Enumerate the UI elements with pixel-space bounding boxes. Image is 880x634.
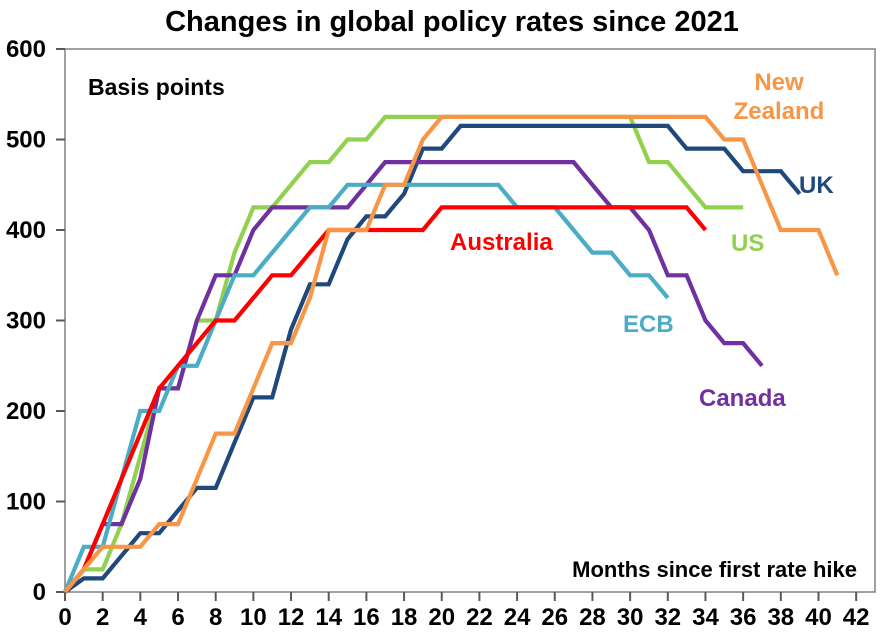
series-label-ecb: ECB (623, 311, 674, 338)
y-axis: 0 100 200 300 400 500 600 (6, 36, 65, 606)
x-tick-label-32: 32 (654, 604, 681, 631)
x-tick-label-10: 10 (240, 604, 267, 631)
y-tick-label-0: 0 (33, 579, 46, 606)
x-tick-label-18: 18 (391, 604, 418, 631)
series-line-australia (63, 205, 708, 594)
x-tick-label-30: 30 (617, 604, 644, 631)
x-tick-label-0: 0 (58, 604, 71, 631)
series-label-uk: UK (799, 172, 834, 199)
series-line-new-zealand (63, 114, 840, 594)
x-tick-label-40: 40 (805, 604, 832, 631)
series-label-australia: Australia (450, 229, 553, 256)
y-tick-label-500: 500 (6, 127, 46, 154)
x-tick-label-12: 12 (278, 604, 305, 631)
y-tick-label-600: 600 (6, 36, 46, 63)
x-tick-label-28: 28 (579, 604, 606, 631)
series-label-canada: Canada (699, 385, 786, 412)
x-tick-label-24: 24 (504, 604, 531, 631)
y-tick-label-300: 300 (6, 308, 46, 335)
y-tick-label-100: 100 (6, 489, 46, 516)
x-tick-label-22: 22 (466, 604, 493, 631)
series-line-ecb (63, 182, 670, 593)
series-label-new-zealand-line-1: New (754, 69, 804, 96)
x-tick-label-36: 36 (730, 604, 757, 631)
x-axis: 0 2 4 6 8 10 12 14 16 18 20 22 24 26 28 30 32 34 36 38 40 42 (58, 592, 870, 631)
series-lines (63, 114, 840, 594)
x-tick-label-42: 42 (843, 604, 870, 631)
x-tick-label-38: 38 (767, 604, 794, 631)
x-tick-label-26: 26 (541, 604, 568, 631)
plot-border (64, 48, 876, 593)
y-axis-unit-annotation: Basis points (88, 74, 225, 100)
x-tick-label-20: 20 (428, 604, 455, 631)
x-tick-label-6: 6 (171, 604, 184, 631)
plot-frame (64, 48, 876, 593)
x-tick-label-34: 34 (692, 604, 719, 631)
chart-title: Changes in global policy rates since 202… (165, 6, 739, 38)
series-label-us: US (731, 230, 764, 257)
series-label-new-zealand-line-2: Zealand (734, 98, 825, 125)
series-line-us (63, 114, 744, 594)
y-tick-label-200: 200 (6, 398, 46, 425)
x-tick-label-4: 4 (134, 604, 148, 631)
x-tick-label-14: 14 (315, 604, 342, 631)
x-tick-label-2: 2 (96, 604, 109, 631)
x-tick-label-16: 16 (353, 604, 380, 631)
x-axis-title-annotation: Months since first rate hike (572, 557, 857, 582)
y-tick-label-400: 400 (6, 217, 46, 244)
x-tick-label-8: 8 (209, 604, 222, 631)
